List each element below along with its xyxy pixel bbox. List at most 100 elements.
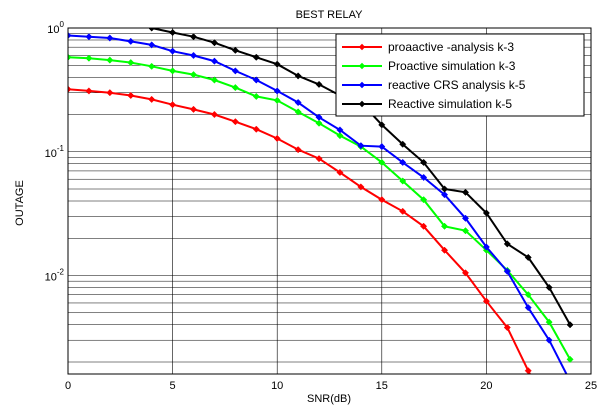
data-point (148, 62, 156, 70)
x-tick-label: 10 (271, 380, 283, 392)
data-point (210, 76, 218, 84)
legend-marker (358, 81, 366, 89)
data-point (252, 53, 260, 61)
x-tick-label: 20 (480, 380, 492, 392)
data-point (503, 267, 511, 275)
data-point (273, 60, 281, 68)
data-point (357, 142, 365, 150)
y-tick-label: 10-2 (45, 268, 65, 284)
data-point (106, 34, 114, 42)
legend-marker (358, 100, 366, 108)
data-point (524, 304, 532, 312)
data-point (461, 214, 470, 222)
data-point (336, 132, 344, 140)
legend: proaactive -analysis k-3 Proactive simula… (335, 33, 585, 117)
data-point (441, 191, 449, 199)
y-tick-label: 10-1 (45, 144, 65, 160)
data-point (148, 41, 156, 49)
data-point (461, 188, 470, 196)
data-point (106, 89, 114, 97)
data-point (378, 143, 386, 151)
data-point (482, 297, 490, 305)
data-point (169, 101, 177, 109)
data-point (231, 67, 239, 75)
data-point (294, 98, 302, 107)
data-point (68, 53, 72, 61)
data-point (399, 140, 407, 148)
data-point (566, 321, 574, 329)
legend-label: Reactive simulation k-5 (388, 97, 512, 111)
data-point (378, 121, 386, 129)
data-point (189, 51, 198, 60)
legend-marker (358, 62, 366, 70)
data-point (336, 168, 344, 177)
data-point (127, 59, 135, 67)
data-point (231, 118, 239, 126)
plot-frame (67, 27, 592, 375)
data-point (189, 105, 198, 113)
data-point (524, 253, 532, 261)
data-point (169, 47, 177, 55)
y-tick-label: 100 (47, 20, 64, 36)
data-point (441, 246, 449, 254)
data-point (482, 243, 490, 251)
legend-label: Proactive simulation k-3 (388, 59, 516, 73)
data-point (420, 158, 428, 166)
x-tick-label: 0 (65, 380, 71, 392)
data-point (461, 227, 470, 235)
data-point (420, 222, 428, 230)
data-point (336, 126, 344, 134)
data-point (252, 125, 260, 133)
x-tick-label: 25 (585, 380, 597, 392)
x-tick-label: 15 (376, 380, 388, 392)
data-point (127, 91, 135, 100)
data-point (315, 155, 323, 163)
data-point (461, 269, 470, 277)
x-axis-label: SNR(dB) (307, 393, 351, 405)
legend-label: reactive CRS analysis k-5 (388, 78, 526, 92)
data-point (420, 173, 428, 181)
data-point (315, 80, 323, 88)
data-point (210, 39, 218, 47)
data-point (399, 207, 407, 215)
data-point (294, 146, 302, 154)
chart-title: BEST RELAY (296, 9, 364, 21)
legend-label: proaactive -analysis k-3 (388, 40, 514, 54)
data-point (420, 196, 428, 204)
data-point (273, 87, 281, 95)
data-point (566, 355, 574, 363)
data-point (252, 76, 260, 84)
data-point (148, 95, 156, 103)
data-point (85, 54, 93, 62)
data-point (189, 33, 198, 41)
data-point (315, 113, 323, 121)
data-point (545, 336, 553, 344)
data-point (252, 92, 260, 100)
data-point (357, 183, 365, 191)
y-axis-label: OUTAGE (14, 180, 26, 226)
data-point (294, 72, 302, 80)
data-point (545, 283, 553, 292)
data-point (524, 291, 532, 299)
data-point (210, 110, 218, 119)
data-point (441, 222, 449, 230)
data-point (68, 85, 72, 93)
data-point (399, 177, 407, 185)
data-point (85, 87, 93, 95)
data-point (189, 71, 198, 79)
data-point (148, 28, 156, 32)
data-point (294, 108, 302, 116)
data-point (482, 209, 490, 217)
data-point (210, 57, 218, 65)
legend-marker (358, 43, 366, 51)
data-point (273, 134, 281, 143)
data-point (231, 46, 239, 54)
data-point (378, 158, 386, 166)
data-point (127, 37, 135, 45)
data-point (169, 67, 177, 75)
data-point (503, 240, 511, 248)
x-tick-label: 5 (170, 380, 176, 392)
data-point (85, 33, 93, 41)
data-point (503, 323, 511, 332)
